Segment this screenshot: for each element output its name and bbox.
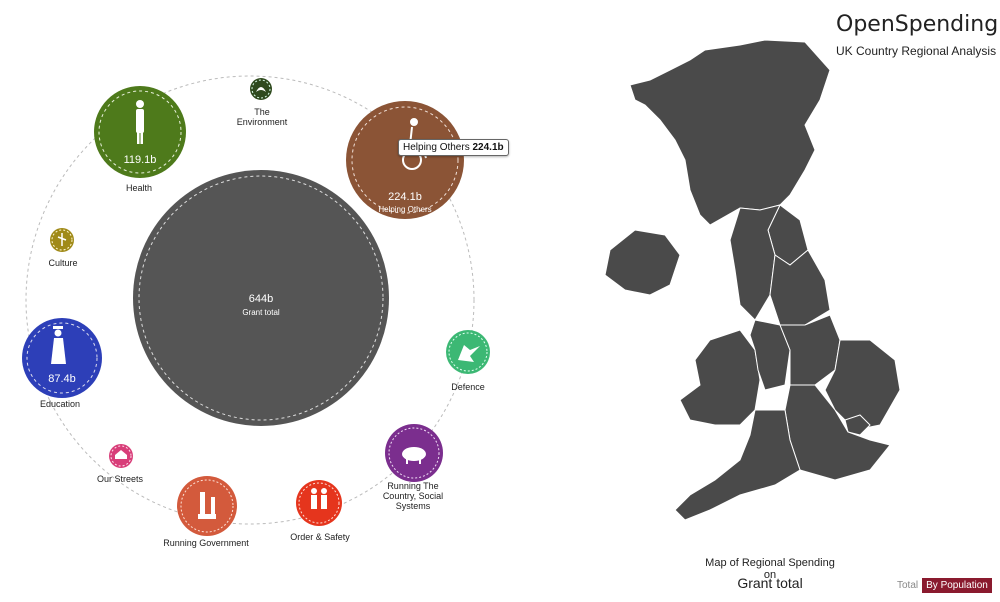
defence-label: Defence — [451, 382, 485, 392]
category-bubble-our-streets[interactable]: Our Streets — [97, 444, 144, 484]
leaf-icon — [256, 87, 266, 92]
map-caption: Map of Regional Spending on — [705, 557, 835, 581]
category-bubble-environment[interactable]: The Environment — [237, 78, 288, 127]
health-value: 119.1b — [124, 154, 157, 166]
category-bubble-defence[interactable]: Defence — [446, 330, 490, 392]
culture-label: Culture — [48, 258, 77, 268]
grant-total-bubble[interactable]: 644b Grant total — [133, 170, 389, 426]
toggle-total[interactable]: Total — [897, 580, 919, 591]
map-caption-metric: Grant total — [737, 575, 803, 591]
running-country-label-line1: Running The — [387, 481, 438, 491]
police-icon — [311, 488, 327, 509]
helping-others-label: Helping Others — [378, 205, 431, 214]
view-toggle: Total By Population — [897, 578, 992, 593]
tooltip-value: 224.1b — [472, 142, 504, 153]
our-streets-label: Our Streets — [97, 474, 144, 484]
house-icon — [115, 450, 127, 459]
tooltip-label: Helping Others — [403, 142, 470, 153]
dancer-icon — [57, 233, 67, 246]
pig-icon — [402, 447, 426, 464]
building-icon — [198, 492, 216, 519]
grant-total-label: Grant total — [242, 308, 280, 317]
region-northern-ireland[interactable] — [604, 229, 681, 296]
running-country-label-line2: Country, Social — [383, 491, 443, 501]
region-south-west[interactable] — [674, 409, 801, 521]
region-east-england[interactable] — [824, 339, 901, 431]
soldier-icon — [458, 345, 480, 362]
category-bubble-order-safety[interactable]: Order & Safety — [290, 480, 350, 542]
running-country-label-line3: Systems — [396, 501, 431, 511]
region-wales[interactable] — [679, 329, 761, 426]
order-safety-label: Order & Safety — [290, 532, 350, 542]
education-label: Education — [40, 399, 80, 409]
category-bubble-chart: 644b Grant total 119.1b Health The Envir… — [22, 75, 490, 548]
category-bubble-running-government[interactable]: Running Government — [163, 476, 249, 548]
toggle-by-population[interactable]: By Population — [922, 578, 992, 593]
category-bubble-education[interactable]: 87.4b Education — [22, 318, 102, 409]
category-bubble-health[interactable]: 119.1b Health — [94, 86, 186, 193]
environment-label-line2: Environment — [237, 117, 288, 127]
environment-label-line1: The — [254, 107, 270, 117]
graduate-icon — [51, 326, 66, 364]
running-government-label: Running Government — [163, 538, 249, 548]
helping-others-tooltip: Helping Others 224.1b — [398, 139, 509, 156]
uk-regional-map — [604, 40, 901, 521]
app-title: OpenSpending — [836, 12, 999, 37]
region-london[interactable] — [844, 414, 871, 436]
region-scotland[interactable] — [629, 40, 831, 226]
person-icon — [136, 100, 144, 144]
grant-total-value: 644b — [249, 293, 273, 305]
education-value: 87.4b — [48, 373, 76, 385]
helping-others-value: 224.1b — [388, 191, 422, 203]
orbit-ring — [25, 75, 475, 525]
category-bubble-running-country[interactable]: Running The Country, Social Systems — [383, 424, 443, 511]
region-yorkshire[interactable] — [769, 249, 831, 326]
category-bubble-culture[interactable]: Culture — [48, 228, 78, 268]
category-bubble-helping-others[interactable]: 224.1b Helping Others — [346, 101, 464, 219]
health-label: Health — [126, 183, 152, 193]
app-subtitle: UK Country Regional Analysis — [836, 44, 997, 58]
